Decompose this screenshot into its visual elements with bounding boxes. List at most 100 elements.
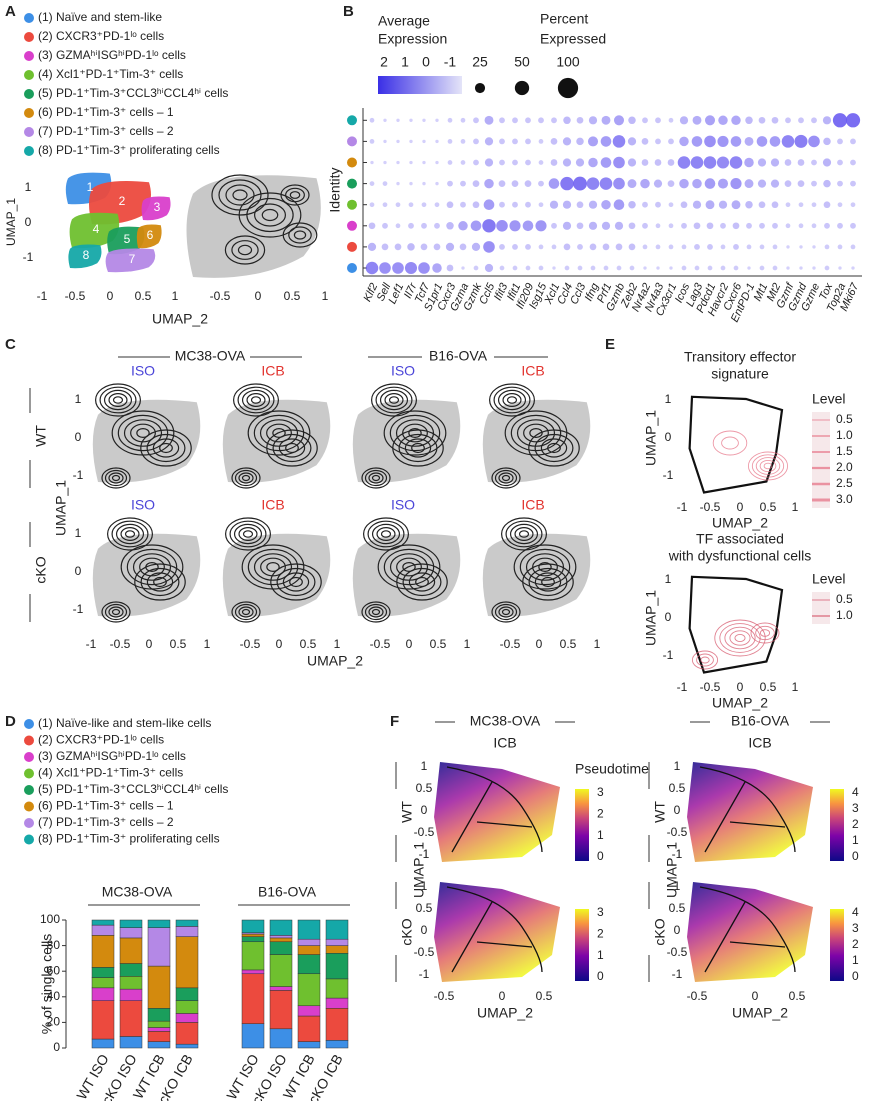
panel-label: E <box>605 336 615 353</box>
dot <box>383 160 387 165</box>
contour <box>696 653 714 667</box>
dot <box>382 181 388 186</box>
contour <box>250 396 262 404</box>
contour <box>755 457 781 475</box>
y-tick-label: -1 <box>672 847 683 861</box>
dot <box>538 160 544 165</box>
dot <box>629 265 635 271</box>
dot <box>446 201 454 209</box>
dot <box>823 137 831 146</box>
dot <box>799 245 803 249</box>
contour <box>513 544 577 590</box>
contour <box>103 389 133 411</box>
dot <box>811 223 817 229</box>
dot <box>525 201 531 208</box>
dot <box>669 266 673 270</box>
contour <box>363 517 410 551</box>
contour <box>528 567 568 597</box>
dot <box>770 158 780 167</box>
dot <box>811 117 817 124</box>
contour <box>293 230 307 240</box>
dot <box>642 117 648 124</box>
contour <box>108 606 124 618</box>
dot <box>850 202 856 208</box>
cluster-number: 4 <box>93 222 100 236</box>
contour <box>288 226 312 244</box>
contour <box>528 429 580 467</box>
y-tick-label: 1 <box>75 526 82 540</box>
bar-segment <box>241 936 265 943</box>
dot <box>473 117 479 124</box>
y-tick-label: 0.5 <box>669 901 686 915</box>
dot <box>642 222 648 229</box>
contour <box>238 526 258 541</box>
dot <box>655 201 661 208</box>
dot <box>407 243 415 251</box>
legend-dot <box>24 51 34 61</box>
dot <box>627 179 637 189</box>
legend-label: 2.5 <box>836 476 853 490</box>
dot <box>704 115 716 126</box>
dot <box>677 156 691 169</box>
dot <box>718 115 728 126</box>
bar-segment <box>175 926 199 937</box>
contour <box>518 530 530 538</box>
group-header: MC38-OVA <box>175 348 246 364</box>
dot <box>717 178 729 189</box>
contour <box>241 474 251 482</box>
dot <box>446 264 454 272</box>
contour <box>408 428 422 439</box>
dot <box>484 263 494 273</box>
dot <box>668 138 674 145</box>
dot <box>588 116 598 125</box>
dot <box>824 265 830 271</box>
dot <box>550 138 558 145</box>
y-tick-label: 0 <box>665 610 672 624</box>
dot <box>472 201 480 209</box>
dot <box>447 180 453 187</box>
x-tick-label: 0 <box>406 637 413 651</box>
dot <box>459 243 467 251</box>
dot <box>549 200 559 209</box>
legend-label: (4) Xcl1⁺PD-1⁺Tim-3⁺ cells <box>38 766 183 780</box>
dot <box>548 178 560 189</box>
dot <box>823 201 831 209</box>
contour <box>361 467 391 489</box>
bar-segment <box>241 969 265 975</box>
pseudotime-cloud <box>434 882 560 982</box>
dot <box>512 117 518 124</box>
contour <box>238 472 254 484</box>
contour <box>234 469 258 487</box>
x-tick-label: 0.5 <box>789 989 806 1003</box>
x-tick-label: 0 <box>737 500 744 514</box>
contour <box>747 451 789 481</box>
dot <box>850 180 856 187</box>
dot <box>850 138 856 145</box>
contour <box>383 548 435 586</box>
contour <box>247 410 311 456</box>
dot <box>460 180 466 187</box>
legend-dot <box>24 108 34 118</box>
dot <box>808 135 820 148</box>
legend-label: (2) CXCR3⁺PD-1ˡᵒ cells <box>38 733 164 747</box>
dot <box>850 222 856 229</box>
contour <box>266 423 292 443</box>
panel-title: signature <box>711 366 769 382</box>
bar-segment <box>297 938 321 946</box>
bar-segment <box>91 919 115 926</box>
axis-label: UMAP_2 <box>712 515 768 531</box>
identity-key <box>347 157 357 168</box>
dot <box>460 117 466 123</box>
y-tick-label: 1 <box>421 879 428 893</box>
cluster-number: 6 <box>147 228 154 242</box>
bar-segment <box>297 973 321 1007</box>
bar-segment <box>147 919 171 928</box>
colorbar <box>830 909 844 981</box>
dot <box>616 265 622 271</box>
dot <box>703 156 717 169</box>
x-tick-label: 0 <box>255 289 262 303</box>
bar-segment <box>269 919 293 936</box>
axis-label: UMAP_2 <box>712 695 768 711</box>
dot <box>811 180 817 187</box>
dot <box>704 135 716 148</box>
